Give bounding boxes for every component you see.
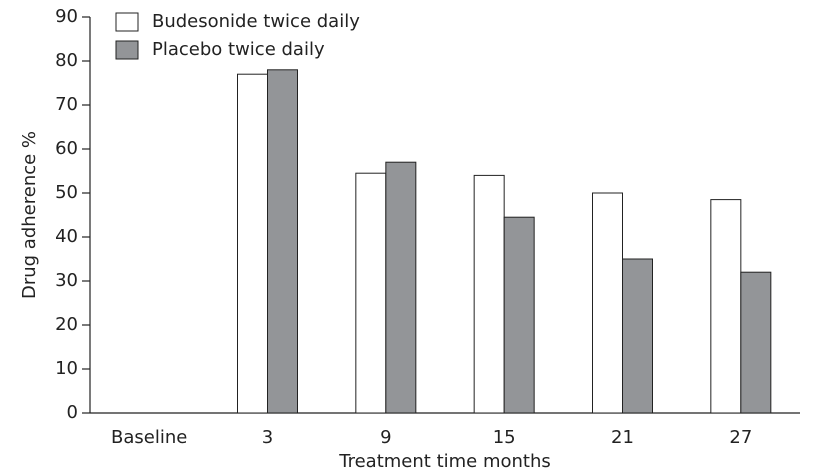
bar [473,174,505,414]
bar [237,73,268,414]
x-tick-label: 3 [262,427,273,448]
y-axis-label: Drug adherence % [19,131,40,299]
x-tick-label: 9 [380,427,391,448]
y-tick-label: 50 [55,182,78,203]
x-tick-label: 15 [493,427,516,448]
y-tick-label: 30 [55,270,78,291]
legend-label: Budesonide twice daily [152,11,360,32]
legend-swatch [115,40,139,60]
bar [710,199,742,414]
y-tick-label: 40 [55,226,78,247]
bar [503,216,535,414]
bar [385,161,417,414]
legend-swatch [115,12,139,32]
y-tick-label: 60 [55,138,78,159]
y-tick-label: 90 [55,6,78,27]
x-axis-label: Treatment time months [338,451,551,472]
y-tick-label: 0 [67,402,78,423]
bar [267,69,298,414]
y-tick-label: 70 [55,94,78,115]
y-tick-label: 80 [55,50,78,71]
y-tick-label: 10 [55,358,78,379]
bar [622,258,653,414]
x-tick-label: 27 [729,427,752,448]
x-tick-label: Baseline [111,427,187,448]
y-tick-label: 20 [55,314,78,335]
legend-label: Placebo twice daily [152,39,325,60]
bar [355,172,387,414]
bar [592,192,623,414]
x-tick-label: 21 [611,427,634,448]
bar [740,271,772,414]
